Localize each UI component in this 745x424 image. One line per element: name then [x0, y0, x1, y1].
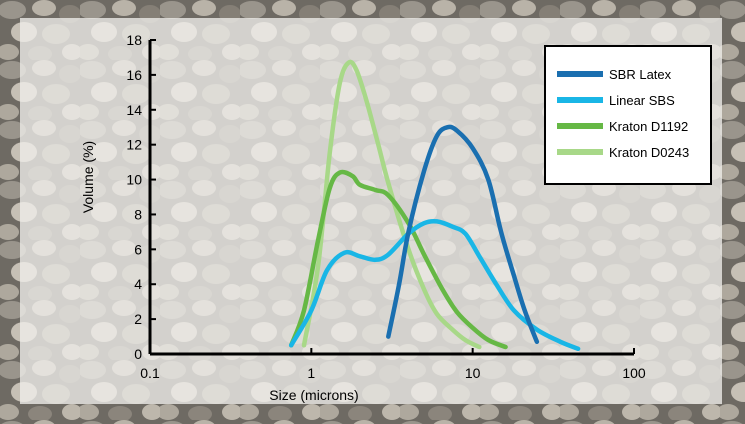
- x-tick-label: 0.1: [140, 365, 160, 381]
- series-layer: [288, 59, 581, 352]
- x-tick-label: 100: [622, 365, 646, 381]
- legend-label-linear-sbs: Linear SBS: [609, 93, 675, 108]
- legend-label-sbr-latex: SBR Latex: [609, 67, 672, 82]
- legend-label-kraton-d1192: Kraton D1192: [609, 119, 688, 134]
- y-tick-label: 8: [134, 206, 142, 222]
- x-axis-label: Size (microns): [269, 387, 358, 403]
- series-line-sbr-latex: [386, 124, 540, 345]
- series-line-linear-sbs: [288, 218, 581, 352]
- y-tick-label: 2: [134, 311, 142, 327]
- y-tick-label: 6: [134, 241, 142, 257]
- y-axis-label: Volume (%): [80, 141, 96, 213]
- x-tick-label: 1: [307, 365, 315, 381]
- series-line-kraton-d1192: [288, 169, 508, 350]
- y-tick-label: 12: [126, 137, 142, 153]
- legend-label-kraton-d0243: Kraton D0243: [609, 145, 689, 160]
- y-tick-label: 10: [126, 172, 142, 188]
- y-tick-label: 0: [134, 346, 142, 362]
- y-tick-label: 16: [126, 67, 142, 83]
- y-tick-label: 14: [126, 102, 142, 118]
- legend-box: [544, 45, 712, 185]
- axes: 0 2 4 6 8 10 12 14 16 18 0.1 1 10 100 Size (microns) Vo…: [80, 32, 646, 403]
- series-line-kraton-d0243: [301, 59, 482, 350]
- legend: SBR Latex Linear SBS Kraton D1192 Kraton D0…: [544, 45, 712, 185]
- y-tick-label: 18: [126, 32, 142, 48]
- x-tick-label: 10: [465, 365, 481, 381]
- y-tick-label: 4: [134, 276, 142, 292]
